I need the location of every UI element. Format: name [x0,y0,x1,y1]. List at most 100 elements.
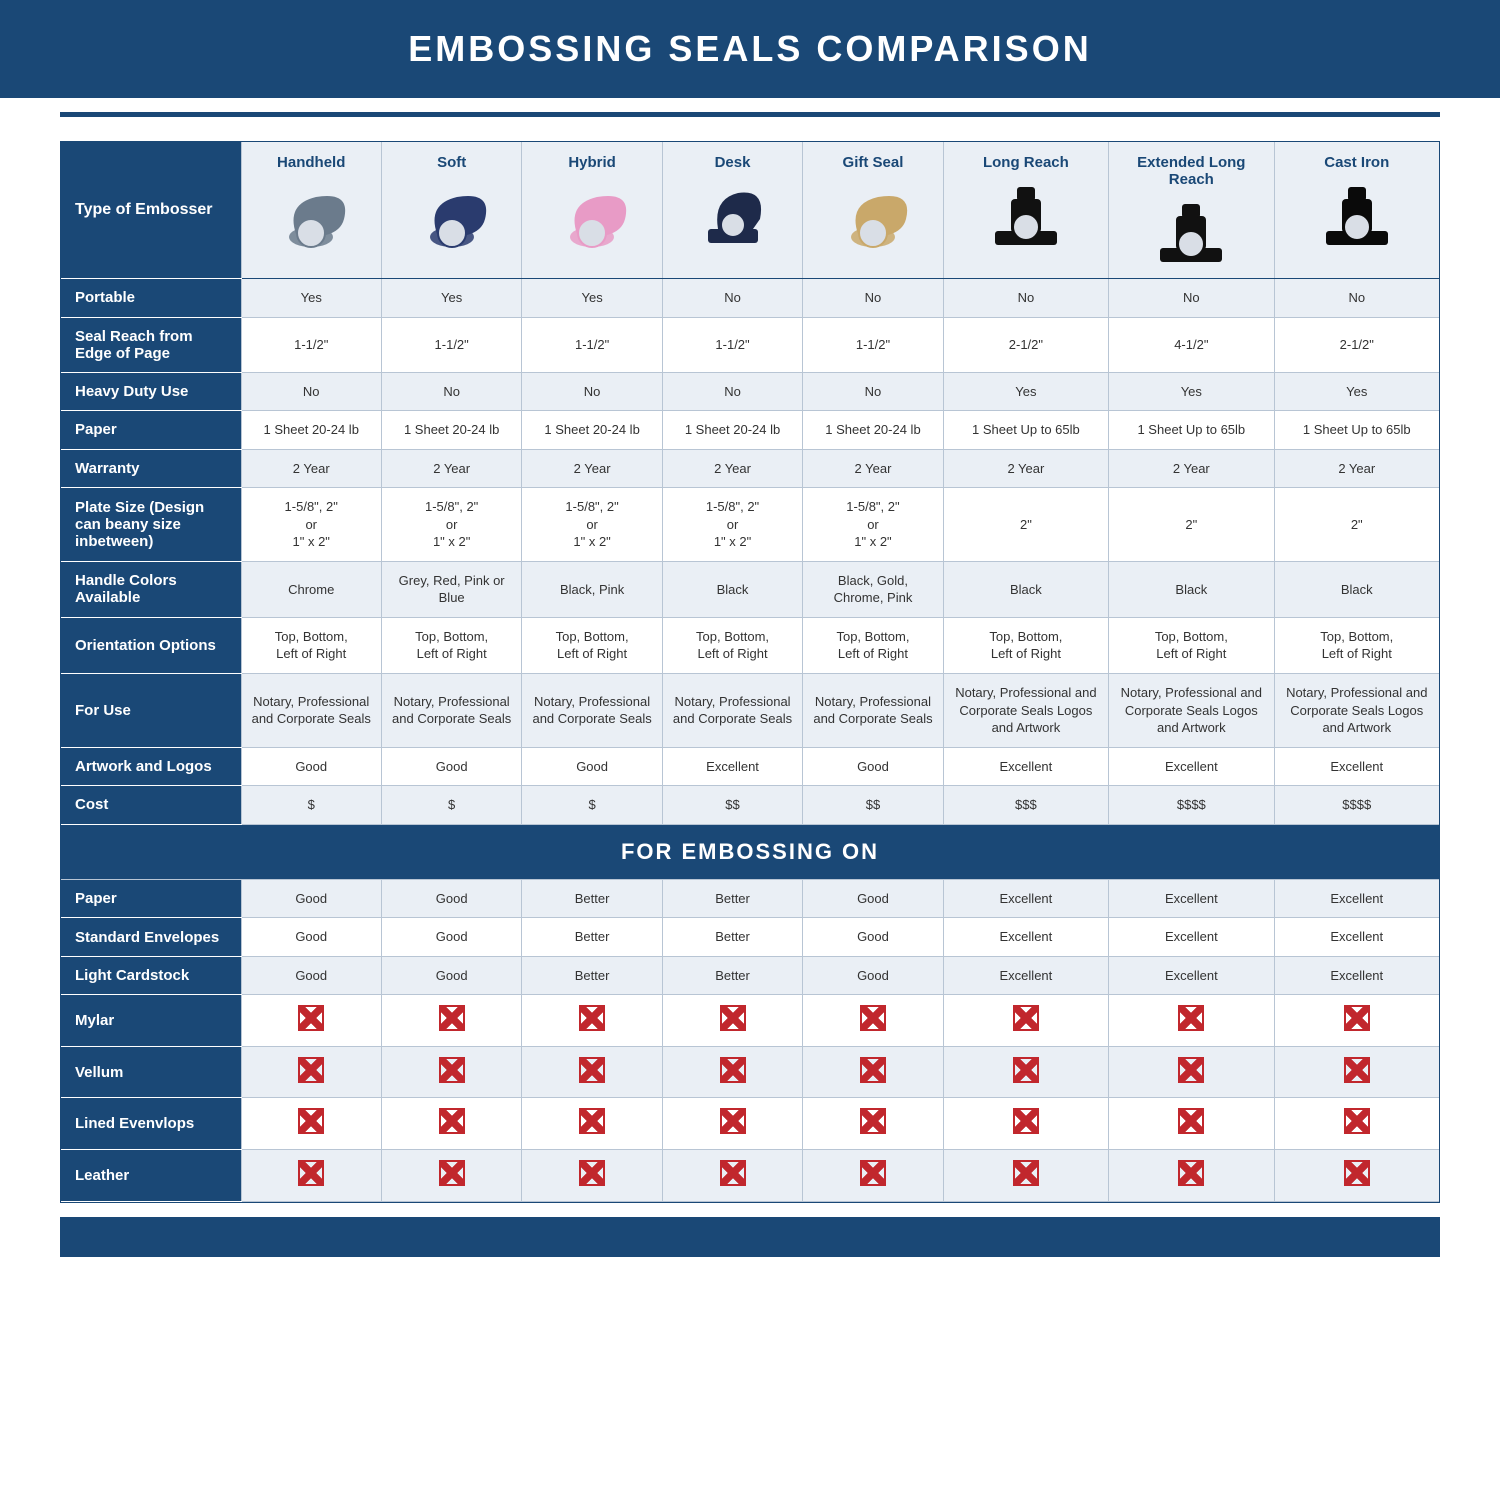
data-cell [803,1046,943,1098]
comparison-table: Type of Embosser HandheldSoftHybridDeskG… [61,142,1439,1202]
page-title: EMBOSSING SEALS COMPARISON [408,28,1091,69]
data-cell [1274,1150,1439,1202]
main-rows: PortableYesYesYesNoNoNoNoNoSeal Reach fr… [61,279,1439,825]
data-cell: 1 Sheet 20-24 lb [662,411,802,450]
data-cell: Good [381,747,521,786]
data-cell: $$ [803,786,943,825]
embosser-icon [688,179,778,251]
comparison-table-wrap: Type of Embosser HandheldSoftHybridDeskG… [60,141,1440,1203]
data-cell: Notary, Professional and Corporate Seals… [1274,674,1439,748]
not-available-icon [860,1160,886,1186]
not-available-icon [579,1057,605,1083]
type-of-embosser-label: Type of Embosser [61,142,241,279]
data-cell [803,1150,943,1202]
data-cell: Notary, Professional and Corporate Seals [381,674,521,748]
not-available-icon [1344,1005,1370,1031]
data-cell: Good [803,956,943,995]
data-cell [803,1098,943,1150]
data-cell [1274,995,1439,1047]
data-cell: No [241,372,381,411]
embosser-icon [407,179,497,251]
not-available-icon [298,1057,324,1083]
column-label: Extended Long Reach [1117,154,1265,188]
data-cell [241,1046,381,1098]
column-header-long: Long Reach [943,142,1108,279]
data-cell: Good [381,956,521,995]
data-cell [662,1046,802,1098]
data-cell: 2 Year [943,449,1108,488]
not-available-icon [860,1108,886,1134]
data-cell: 2 Year [1274,449,1439,488]
not-available-icon [439,1005,465,1031]
data-cell: Notary, Professional and Corporate Seals [803,674,943,748]
column-label: Cast Iron [1283,154,1431,171]
table-row: Lined Evenvlops [61,1098,1439,1150]
column-label: Soft [390,154,513,171]
data-cell: No [1109,279,1274,318]
data-cell: Better [522,956,662,995]
data-cell: Excellent [1274,956,1439,995]
not-available-icon [860,1005,886,1031]
row-label: Leather [61,1150,241,1202]
data-cell [522,1098,662,1150]
not-available-icon [1178,1005,1204,1031]
data-cell [662,995,802,1047]
footer-banner [60,1217,1440,1257]
data-cell: Yes [381,279,521,318]
data-cell: 1 Sheet Up to 65lb [1274,411,1439,450]
column-header-row: Type of Embosser HandheldSoftHybridDeskG… [61,142,1439,279]
not-available-icon [579,1005,605,1031]
data-cell: Good [803,918,943,957]
data-cell: No [662,372,802,411]
data-cell [241,1150,381,1202]
data-cell: Excellent [943,747,1108,786]
data-cell: 1-1/2" [662,317,802,372]
data-cell: 1-1/2" [241,317,381,372]
data-cell: 2 Year [241,449,381,488]
data-cell: 4-1/2" [1109,317,1274,372]
data-cell: Good [241,879,381,918]
data-cell: Excellent [1274,747,1439,786]
row-label: Cost [61,786,241,825]
data-cell [943,1046,1108,1098]
table-row: Plate Size (Design can beany size inbetw… [61,488,1439,562]
column-label: Desk [671,154,794,171]
data-cell: Good [803,879,943,918]
data-cell: 1-5/8", 2"or1" x 2" [803,488,943,562]
column-header-gift: Gift Seal [803,142,943,279]
row-label: Vellum [61,1046,241,1098]
data-cell: 2-1/2" [943,317,1108,372]
data-cell: Black [1109,561,1274,617]
data-cell: Good [241,747,381,786]
data-cell: Excellent [1274,918,1439,957]
data-cell: Excellent [943,918,1108,957]
not-available-icon [298,1108,324,1134]
data-cell: No [662,279,802,318]
data-cell: Excellent [662,747,802,786]
data-cell: Excellent [1274,879,1439,918]
data-cell: Notary, Professional and Corporate Seals [522,674,662,748]
data-cell [241,1098,381,1150]
data-cell: Yes [943,372,1108,411]
data-cell: 2" [943,488,1108,562]
data-cell: Top, Bottom,Left of Right [943,617,1108,673]
data-cell [381,1150,521,1202]
data-cell: Black [662,561,802,617]
data-cell: 2 Year [662,449,802,488]
data-cell: Notary, Professional and Corporate Seals [662,674,802,748]
data-cell [662,1150,802,1202]
data-cell: Notary, Professional and Corporate Seals… [1109,674,1274,748]
table-row: PortableYesYesYesNoNoNoNoNo [61,279,1439,318]
not-available-icon [720,1160,746,1186]
not-available-icon [1344,1057,1370,1083]
embosser-icon [266,179,356,251]
not-available-icon [860,1057,886,1083]
row-label: Heavy Duty Use [61,372,241,411]
embosser-icon [1312,179,1402,251]
data-cell: Grey, Red, Pink or Blue [381,561,521,617]
data-cell: Black, Gold, Chrome, Pink [803,561,943,617]
data-cell: No [1274,279,1439,318]
not-available-icon [1178,1057,1204,1083]
data-cell: 1-1/2" [522,317,662,372]
data-cell: Excellent [1109,879,1274,918]
